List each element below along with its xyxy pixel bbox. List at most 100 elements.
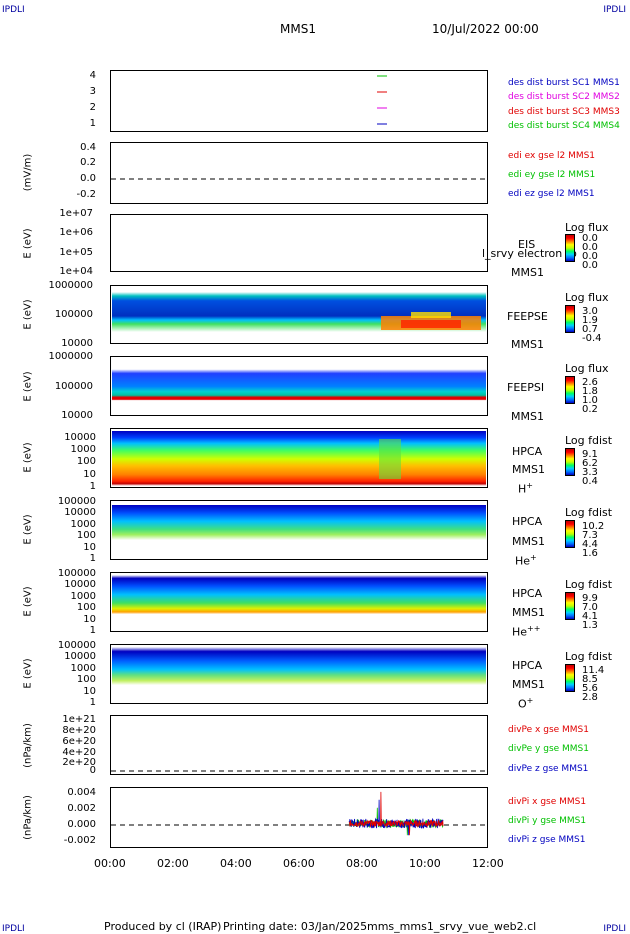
ylabel-hpca-o: E (eV) bbox=[22, 658, 34, 689]
colorbar-eis bbox=[565, 234, 575, 262]
legend-divpe-y: divPe y gse MMS1 bbox=[508, 744, 589, 754]
ylabel-hpca-h: E (eV) bbox=[22, 442, 34, 473]
cbar-title-feepsi: Log flux bbox=[565, 362, 609, 375]
corner-label-top-left: IPDLI bbox=[2, 5, 25, 15]
cbar-tick: 0.0 bbox=[582, 251, 598, 262]
panel-divpe bbox=[110, 715, 488, 775]
cbar-tick: 0.4 bbox=[582, 476, 598, 487]
ytick: -0.2 bbox=[76, 189, 96, 200]
panel-eis bbox=[110, 214, 488, 272]
instrument-label-eis: EIS bbox=[518, 238, 536, 251]
species-label-he2: He++ bbox=[512, 624, 541, 639]
ytick: 1e+04 bbox=[59, 266, 93, 277]
footer-producer: Produced by cl (IRAP) bbox=[104, 920, 222, 933]
cbar-tick: 9.9 bbox=[582, 593, 598, 604]
ytick: 100000 bbox=[54, 309, 93, 320]
ytick: 0.2 bbox=[80, 157, 96, 168]
colorbar-feepsi bbox=[565, 376, 575, 404]
ytick: 100000 bbox=[57, 496, 96, 507]
corner-label-bottom-right: IPDLI bbox=[603, 924, 626, 934]
ytick: 10 bbox=[83, 542, 96, 553]
legend-divpi-z: divPi z gse MMS1 bbox=[508, 835, 586, 845]
legend-divpi-y: divPi y gse MMS1 bbox=[508, 816, 587, 826]
ytick: 10000 bbox=[64, 432, 96, 443]
cbar-tick: 4.1 bbox=[582, 611, 598, 622]
ylabel-edi: (mV/m) bbox=[22, 153, 34, 192]
cbar-tick: 3.0 bbox=[582, 306, 598, 317]
cbar-tick: 11.4 bbox=[582, 665, 605, 676]
hpca-h-spectrogram bbox=[112, 431, 486, 487]
ytick: -0.002 bbox=[63, 835, 96, 846]
panel-divpi bbox=[110, 787, 488, 848]
ytick: 0.000 bbox=[67, 819, 96, 830]
cbar-title-hpca-o: Log fdist bbox=[565, 650, 613, 663]
ytick: 1000000 bbox=[48, 351, 93, 362]
panel-edi-e bbox=[110, 142, 488, 204]
ytick: 3 bbox=[89, 86, 96, 97]
ytick: 1e+21 bbox=[62, 714, 96, 725]
hpca-he2-spectrogram bbox=[112, 575, 486, 631]
cbar-tick: 0.0 bbox=[582, 260, 598, 271]
ytick: 1 bbox=[89, 118, 96, 129]
x-tick-label: 06:00 bbox=[283, 857, 315, 870]
species-label-h: H+ bbox=[518, 481, 533, 496]
plot-date: 10/Jul/2022 00:00 bbox=[432, 22, 539, 36]
ytick: 6e+20 bbox=[62, 736, 96, 747]
ytick: 1e+05 bbox=[59, 247, 93, 258]
eis-overlay-text: l_srvy electron to bbox=[482, 247, 577, 260]
cbar-tick: 7.3 bbox=[582, 530, 598, 541]
cbar-tick: 0.0 bbox=[582, 233, 598, 244]
ytick: 1 bbox=[89, 553, 96, 564]
panel-hpca-o bbox=[110, 644, 488, 704]
cbar-tick: 8.5 bbox=[582, 674, 598, 685]
ytick: 0.002 bbox=[67, 803, 96, 814]
colorbar-feepse bbox=[565, 305, 575, 333]
legend-divpe-x: divPe x gse MMS1 bbox=[508, 725, 589, 735]
x-tick-label: 00:00 bbox=[94, 857, 126, 870]
ylabel-divpi: (nPa/km) bbox=[22, 795, 34, 840]
cbar-tick: 0.7 bbox=[582, 324, 598, 335]
x-tick-label: 08:00 bbox=[346, 857, 378, 870]
ytick: 100000 bbox=[57, 568, 96, 579]
ytick: 2 bbox=[89, 102, 96, 113]
ylabel-hpca-he2: E (eV) bbox=[22, 586, 34, 617]
cbar-tick: 9.1 bbox=[582, 449, 598, 460]
divpi-z-trace bbox=[348, 799, 444, 836]
ylabel-feepse: E (eV) bbox=[22, 299, 34, 330]
instrument-sc-hpca-he: MMS1 bbox=[512, 535, 545, 548]
ytick: 1 bbox=[89, 481, 96, 492]
colorbar-hpca-h bbox=[565, 448, 575, 476]
x-tick-label: 10:00 bbox=[409, 857, 441, 870]
ytick: 1e+06 bbox=[59, 227, 93, 238]
ytick: 100000 bbox=[57, 640, 96, 651]
ytick: 10000 bbox=[61, 338, 93, 349]
ytick: 1000 bbox=[70, 519, 96, 530]
cbar-tick: 7.0 bbox=[582, 602, 598, 613]
cbar-title-hpca-h: Log fdist bbox=[565, 434, 613, 447]
panel-hpca-he bbox=[110, 500, 488, 560]
feepse-enhancement-2 bbox=[411, 312, 451, 318]
panel-feepse bbox=[110, 285, 488, 344]
cbar-tick: 1.0 bbox=[582, 395, 598, 406]
instrument-sc-feepsi: MMS1 bbox=[511, 410, 544, 423]
ytick: 10 bbox=[83, 686, 96, 697]
ytick: 100 bbox=[76, 602, 96, 613]
ytick: 0.004 bbox=[67, 787, 96, 798]
ytick: 4 bbox=[89, 70, 96, 81]
hpca-o-spectrogram bbox=[112, 647, 486, 703]
ytick: 0.0 bbox=[80, 173, 96, 184]
cbar-tick: 2.6 bbox=[582, 377, 598, 388]
cbar-tick: 3.3 bbox=[582, 467, 598, 478]
panel-hpca-h bbox=[110, 428, 488, 488]
ytick: 8e+20 bbox=[62, 725, 96, 736]
instrument-label-hpca-o: HPCA bbox=[512, 659, 543, 672]
feepsi-spectrogram bbox=[112, 363, 486, 415]
instrument-sc-hpca-h: MMS1 bbox=[512, 463, 545, 476]
legend-divpe-z: divPe z gse MMS1 bbox=[508, 764, 589, 774]
x-tick-label: 12:00 bbox=[472, 857, 504, 870]
instrument-sc-eis: MMS1 bbox=[511, 266, 544, 279]
cbar-title-hpca-he2: Log fdist bbox=[565, 578, 613, 591]
ytick: 100 bbox=[76, 674, 96, 685]
cbar-title-hpca-he: Log fdist bbox=[565, 506, 613, 519]
